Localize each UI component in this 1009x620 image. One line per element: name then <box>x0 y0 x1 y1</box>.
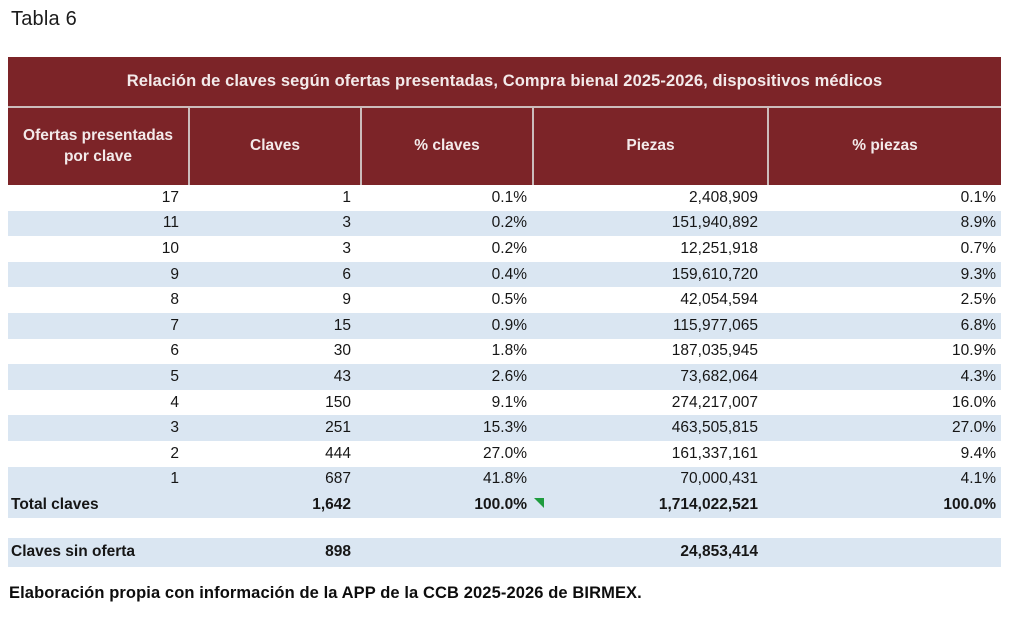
data-table: Relación de claves según ofertas present… <box>8 57 1001 567</box>
cell-ofertas: 11 <box>162 214 179 232</box>
cell-pct-piezas: 10.9% <box>952 342 996 360</box>
no-offer-row: Claves sin oferta 898 24,853,414 <box>8 537 1001 567</box>
cell-pct-piezas: 4.3% <box>960 367 996 385</box>
cell-claves: 251 <box>325 419 351 437</box>
cell-ofertas: 3 <box>170 419 179 437</box>
cell-claves: 3 <box>342 239 351 257</box>
source-note: Elaboración propia con información de la… <box>9 584 642 602</box>
table-row: 17 1 0.1% 2,408,909 0.1% <box>8 185 1001 211</box>
cell-piezas: 159,610,720 <box>671 265 758 283</box>
cell-pct-piezas: 4.1% <box>960 470 996 488</box>
cell-pct-claves: 27.0% <box>483 444 527 462</box>
cell-pct-claves: 0.1% <box>491 188 527 206</box>
cell-piezas: 73,682,064 <box>680 367 758 385</box>
col-header-pct-piezas: % piezas <box>767 108 1001 185</box>
page-title: Tabla 6 <box>11 8 77 30</box>
cell-pct-claves: 0.4% <box>491 265 527 283</box>
cell-claves: 15 <box>333 316 351 334</box>
cell-piezas: 151,940,892 <box>671 214 758 232</box>
cell-no-offer-claves: 898 <box>325 543 351 561</box>
table-row: 11 3 0.2% 151,940,892 8.9% <box>8 210 1001 237</box>
cell-pct-claves: 0.2% <box>491 214 527 232</box>
spacer-row <box>8 517 1001 538</box>
cell-pct-piezas: 9.3% <box>960 265 996 283</box>
table-row: 4 150 9.1% 274,217,007 16.0% <box>8 390 1001 416</box>
cell-total-piezas: 1,714,022,521 <box>658 495 758 513</box>
table-title: Relación de claves según ofertas present… <box>8 57 1001 108</box>
cell-claves: 150 <box>325 393 351 411</box>
table-row: 9 6 0.4% 159,610,720 9.3% <box>8 261 1001 288</box>
table-body: 17 1 0.1% 2,408,909 0.1% 11 3 0.2% 151,940,892 8.… <box>8 185 1001 493</box>
total-pct-claves-value: 100.0% <box>474 495 527 513</box>
cell-ofertas: 17 <box>161 188 179 206</box>
table-row: 10 3 0.2% 12,251,918 0.7% <box>8 236 1001 262</box>
cell-pct-piezas: 2.5% <box>960 291 996 309</box>
cell-pct-piezas: 0.7% <box>960 239 996 257</box>
cell-pct-piezas: 8.9% <box>960 214 996 232</box>
cell-ofertas: 8 <box>170 291 179 309</box>
cell-pct-claves: 0.2% <box>491 239 527 257</box>
col-header-claves: Claves <box>188 108 360 185</box>
cell-ofertas: 10 <box>161 239 179 257</box>
cell-total-pct-piezas: 100.0% <box>943 495 996 513</box>
cell-total-label: Total claves <box>11 495 99 513</box>
cell-claves: 6 <box>342 265 351 283</box>
cell-pct-claves: 0.9% <box>491 316 527 334</box>
cell-claves: 3 <box>342 214 351 232</box>
cell-ofertas: 9 <box>170 265 179 283</box>
cell-claves: 444 <box>325 444 351 462</box>
cell-pct-claves: 41.8% <box>483 470 527 488</box>
cell-pct-piezas: 27.0% <box>952 419 996 437</box>
table-row: 6 30 1.8% 187,035,945 10.9% <box>8 339 1001 365</box>
cell-piezas: 161,337,161 <box>671 444 758 462</box>
table-row: 2 444 27.0% 161,337,161 9.4% <box>8 441 1001 467</box>
cell-piezas: 274,217,007 <box>671 393 758 411</box>
cell-no-offer-piezas: 24,853,414 <box>680 543 758 561</box>
cell-piezas: 70,000,431 <box>680 470 758 488</box>
cell-pct-piezas: 6.8% <box>960 316 996 334</box>
cell-pct-piezas: 0.1% <box>960 188 996 206</box>
col-header-ofertas: Ofertas presentadas por clave <box>23 126 173 165</box>
cell-claves: 1 <box>342 188 351 206</box>
cell-ofertas: 4 <box>170 393 179 411</box>
cell-piezas: 42,054,594 <box>680 291 758 309</box>
col-header-pct-claves: % claves <box>360 108 532 185</box>
cell-claves: 43 <box>333 367 351 385</box>
table-row: 1 687 41.8% 70,000,431 4.1% <box>8 466 1001 493</box>
cell-pct-claves: 1.8% <box>491 342 527 360</box>
cell-claves: 30 <box>333 342 351 360</box>
table-row: 3 251 15.3% 463,505,815 27.0% <box>8 415 1001 441</box>
table-row: 5 43 2.6% 73,682,064 4.3% <box>8 364 1001 390</box>
col-header-piezas: Piezas <box>532 108 767 185</box>
cell-ofertas: 5 <box>170 367 179 385</box>
cell-piezas: 115,977,065 <box>672 316 758 334</box>
cell-claves: 687 <box>325 470 351 488</box>
cell-pct-claves: 15.3% <box>483 419 527 437</box>
cell-total-pct-claves: 100.0% <box>360 495 544 514</box>
table-row: 8 9 0.5% 42,054,594 2.5% <box>8 287 1001 313</box>
cell-pct-piezas: 9.4% <box>960 444 996 462</box>
cell-no-offer-label: Claves sin oferta <box>11 543 136 561</box>
cell-pct-piezas: 16.0% <box>952 393 996 411</box>
cell-claves: 9 <box>342 291 351 309</box>
total-row: Total claves 1,642 100.0% 1,714,022,521 … <box>8 492 1001 518</box>
table-header-row: Ofertas presentadas por clave Claves % c… <box>8 108 1001 185</box>
cell-piezas: 187,035,945 <box>671 342 758 360</box>
cell-pct-claves: 2.6% <box>491 367 527 385</box>
table-row: 7 15 0.9% 115,977,065 6.8% <box>8 312 1001 339</box>
cell-piezas: 12,251,918 <box>680 239 758 257</box>
cell-piezas: 463,505,815 <box>671 419 758 437</box>
cell-total-claves: 1,642 <box>312 495 351 513</box>
cell-pct-claves: 0.5% <box>491 291 527 309</box>
green-flag-icon <box>534 497 544 508</box>
cell-pct-claves: 9.1% <box>491 393 527 411</box>
cell-ofertas: 7 <box>170 316 179 334</box>
cell-ofertas: 1 <box>170 470 179 488</box>
cell-ofertas: 2 <box>170 444 179 462</box>
cell-ofertas: 6 <box>170 342 179 360</box>
cell-piezas: 2,408,909 <box>689 188 758 206</box>
